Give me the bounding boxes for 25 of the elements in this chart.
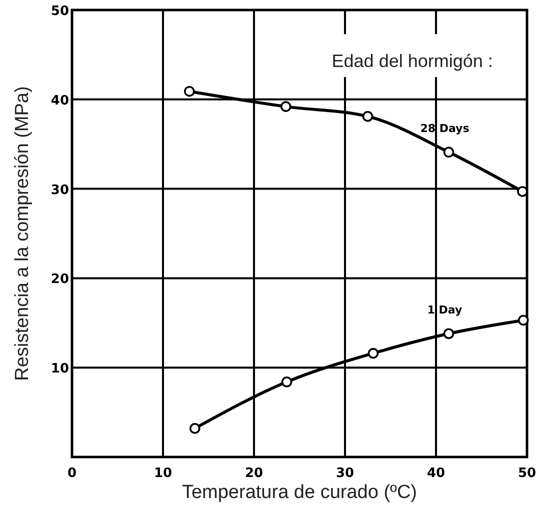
y-tick-label: 10 [50,362,69,377]
y-tick-label: 40 [50,93,69,108]
point [280,101,292,112]
x-tick-label: 0 [67,466,77,481]
y-tick-label: 50 [50,4,69,19]
x-tick-label: 20 [244,466,264,481]
x-axis-title: Temperatura de curado (ºC) [182,482,418,503]
point [443,328,454,340]
point [189,422,200,434]
x-tick-label: 10 [154,466,172,481]
y-tick-label: 30 [50,182,69,198]
point [518,314,529,326]
point [184,86,195,97]
y-axis-title: Resistencia a la compresión (MPa) [12,86,33,381]
legend-title: Edad del hormigón : [332,51,493,72]
y-tick-label: 20 [50,272,69,288]
series-label: 1 Day [427,304,462,317]
x-tick-label: 50 [518,466,536,481]
x-tick-label: 30 [336,466,354,481]
point [368,348,379,359]
point [281,376,292,388]
point [362,110,374,122]
series-label: 28 Days [420,122,470,136]
x-tick-label: 40 [426,466,446,481]
point [443,146,454,158]
